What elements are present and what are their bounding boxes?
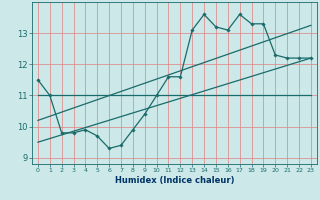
X-axis label: Humidex (Indice chaleur): Humidex (Indice chaleur) bbox=[115, 176, 234, 185]
